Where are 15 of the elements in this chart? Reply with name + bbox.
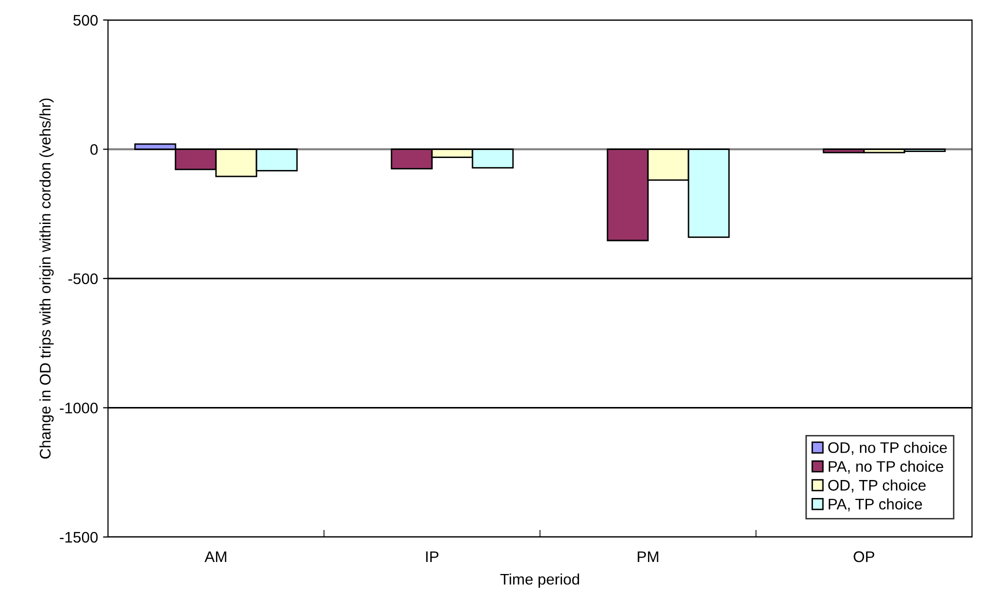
legend-label: OD, no TP choice [828, 442, 947, 455]
x-tick-label: IP [426, 551, 438, 562]
legend-label: PA, no TP choice [828, 460, 944, 474]
y-tick-label: -500 [68, 273, 98, 284]
x-axis-title: Time period [500, 573, 580, 588]
legend-label: PA, TP choice [828, 498, 922, 512]
y-axis-title: Change in OD trips with origin within cordon (vehs/hr) [39, 98, 54, 459]
x-tick-label: PM [638, 551, 658, 562]
y-tick-label: -1500 [60, 532, 98, 543]
legend-label: OD, TP choice [828, 479, 926, 493]
y-tick-label: -1000 [60, 402, 98, 414]
y-tick-label: 0 [90, 144, 98, 155]
y-tick-label: 500 [73, 14, 98, 26]
x-tick-label: OP [854, 551, 874, 562]
x-tick-label: AM [204, 551, 226, 562]
